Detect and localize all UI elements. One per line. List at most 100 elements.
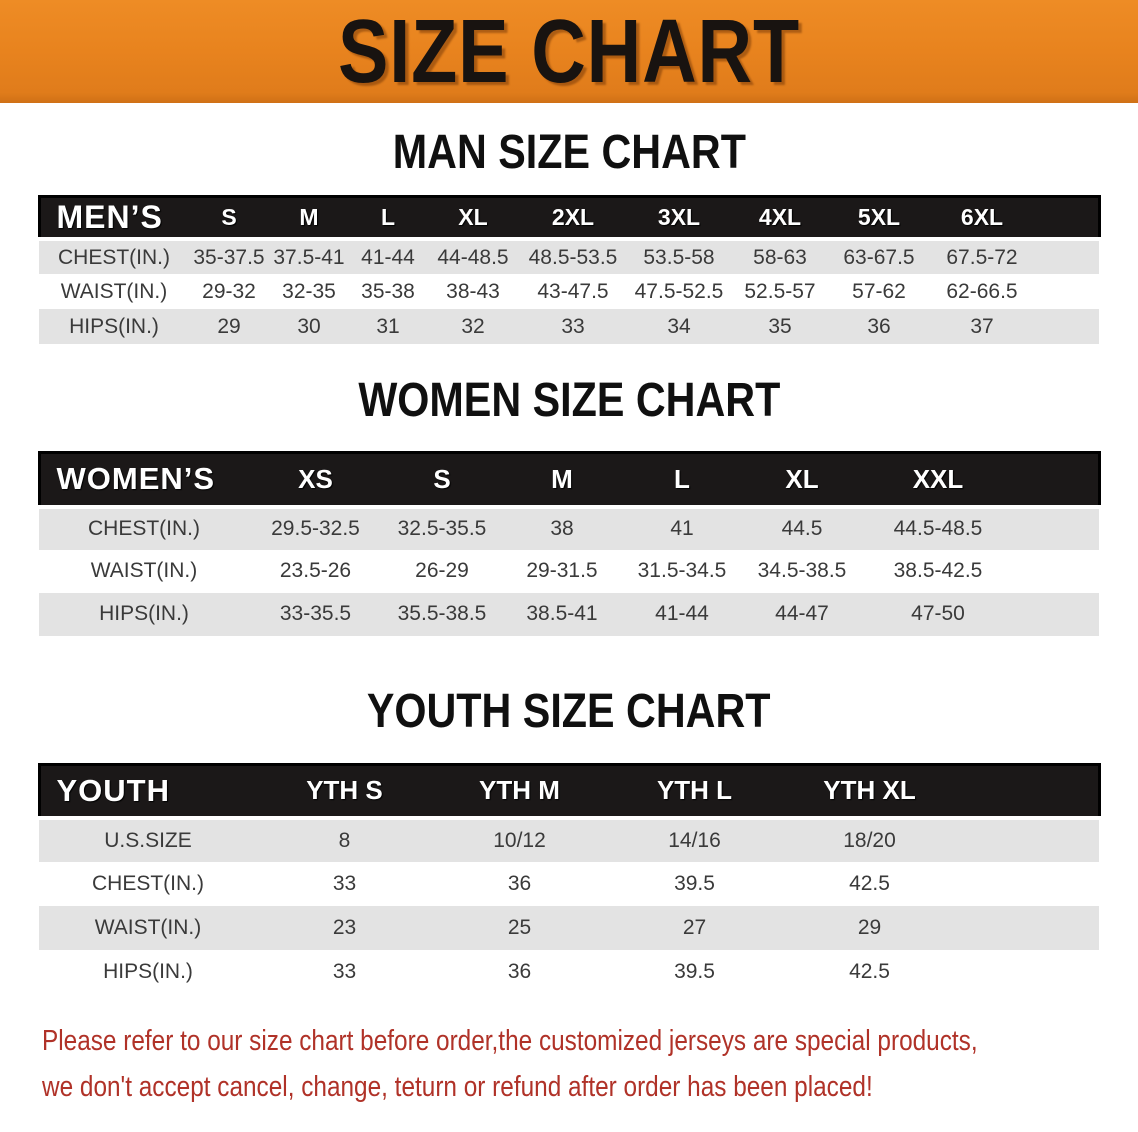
women-size-value: 33-35.5	[249, 592, 382, 636]
men-heading: MAN SIZE CHART	[0, 103, 1138, 177]
men-size-value: 29-32	[189, 274, 269, 309]
youth-size-table: YOUTH YTH S YTH M YTH L YTH XL U.S.SIZE …	[37, 762, 1101, 994]
spacer-cell	[1014, 451, 1101, 508]
men-table-title: MEN’S	[37, 195, 189, 241]
youth-chest-row: CHEST(IN.) 33 36 39.5 42.5	[39, 862, 1099, 906]
disclaimer: Please refer to our size chart before or…	[42, 1018, 1138, 1110]
women-header-row: WOMEN’S XS S M L XL XXL	[37, 451, 1101, 508]
women-size-value: 31.5-34.5	[622, 549, 742, 593]
women-heading: WOMEN SIZE CHART	[0, 344, 1138, 425]
youth-column-header: YTH L	[607, 762, 782, 820]
men-column-header: 4XL	[731, 195, 829, 241]
youth-row-label: WAIST(IN.)	[39, 906, 257, 950]
youth-row-label: U.S.SIZE	[39, 816, 257, 862]
men-section: MAN SIZE CHART MEN’S S M L XL 2XL 3XL 4X…	[0, 103, 1138, 344]
youth-heading: YOUTH SIZE CHART	[0, 636, 1138, 736]
men-size-value: 34	[627, 309, 731, 344]
men-column-header: L	[349, 195, 427, 241]
youth-hips-row: HIPS(IN.) 33 36 39.5 42.5	[39, 950, 1099, 994]
men-size-value: 63-67.5	[829, 237, 929, 274]
men-size-value: 67.5-72	[929, 237, 1035, 274]
men-size-value: 35-37.5	[189, 237, 269, 274]
women-size-value: 44.5-48.5	[862, 504, 1014, 550]
women-waist-row: WAIST(IN.) 23.5-26 26-29 29-31.5 31.5-34…	[39, 549, 1099, 593]
youth-size-value: 39.5	[607, 862, 782, 906]
men-waist-row: WAIST(IN.) 29-32 32-35 35-38 38-43 43-47…	[39, 274, 1099, 309]
youth-column-header: YTH XL	[782, 762, 957, 820]
youth-row-label: HIPS(IN.)	[39, 950, 257, 994]
banner: SIZE CHART	[0, 0, 1138, 103]
spacer-cell	[957, 816, 1099, 862]
youth-ussize-row: U.S.SIZE 8 10/12 14/16 18/20	[39, 816, 1099, 862]
spacer-cell	[1014, 592, 1099, 636]
men-size-value: 58-63	[731, 237, 829, 274]
men-size-value: 37.5-41	[269, 237, 349, 274]
spacer-cell	[957, 862, 1099, 906]
youth-size-value: 10/12	[432, 816, 607, 862]
men-size-value: 52.5-57	[731, 274, 829, 309]
spacer-cell	[1014, 549, 1099, 593]
youth-column-header: YTH S	[257, 762, 432, 820]
women-size-value: 34.5-38.5	[742, 549, 862, 593]
women-size-value: 44-47	[742, 592, 862, 636]
youth-section: YOUTH SIZE CHART YOUTH YTH S YTH M YTH L…	[0, 636, 1138, 994]
women-heading-text: WOMEN SIZE CHART	[358, 374, 780, 427]
women-size-value: 44.5	[742, 504, 862, 550]
spacer-cell	[1035, 309, 1099, 344]
women-size-value: 29-31.5	[502, 549, 622, 593]
youth-size-value: 33	[257, 950, 432, 994]
spacer-cell	[957, 762, 1101, 820]
youth-size-value: 39.5	[607, 950, 782, 994]
women-column-header: L	[622, 451, 742, 508]
spacer-cell	[1014, 504, 1099, 550]
youth-size-value: 25	[432, 906, 607, 950]
men-column-header: 2XL	[519, 195, 627, 241]
youth-size-value: 23	[257, 906, 432, 950]
women-size-value: 41	[622, 504, 742, 550]
women-section: WOMEN SIZE CHART WOMEN’S XS S M L XL XXL	[0, 344, 1138, 636]
men-chest-row: CHEST(IN.) 35-37.5 37.5-41 41-44 44-48.5…	[39, 237, 1099, 274]
men-size-value: 30	[269, 309, 349, 344]
women-table-title: WOMEN’S	[37, 451, 249, 508]
women-row-label: CHEST(IN.)	[39, 504, 249, 550]
men-row-label: CHEST(IN.)	[39, 237, 189, 274]
disclaimer-line-1: Please refer to our size chart before or…	[42, 1025, 978, 1057]
youth-row-label: CHEST(IN.)	[39, 862, 257, 906]
disclaimer-line-2: we don't accept cancel, change, teturn o…	[42, 1071, 873, 1103]
youth-size-value: 14/16	[607, 816, 782, 862]
men-size-value: 43-47.5	[519, 274, 627, 309]
spacer-cell	[1035, 274, 1099, 309]
youth-size-value: 18/20	[782, 816, 957, 862]
men-size-value: 29	[189, 309, 269, 344]
youth-heading-text: YOUTH SIZE CHART	[367, 684, 771, 738]
men-size-value: 44-48.5	[427, 237, 519, 274]
banner-title: SIZE CHART	[338, 1, 800, 102]
men-column-header: 5XL	[829, 195, 929, 241]
men-size-value: 38-43	[427, 274, 519, 309]
men-size-value: 37	[929, 309, 1035, 344]
men-size-value: 33	[519, 309, 627, 344]
women-column-header: XXL	[862, 451, 1014, 508]
men-size-value: 31	[349, 309, 427, 344]
men-size-value: 41-44	[349, 237, 427, 274]
women-size-value: 32.5-35.5	[382, 504, 502, 550]
youth-header-row: YOUTH YTH S YTH M YTH L YTH XL	[37, 762, 1101, 820]
women-row-label: HIPS(IN.)	[39, 592, 249, 636]
women-chest-row: CHEST(IN.) 29.5-32.5 32.5-35.5 38 41 44.…	[39, 504, 1099, 550]
men-size-value: 32	[427, 309, 519, 344]
spacer-cell	[957, 906, 1099, 950]
men-size-value: 36	[829, 309, 929, 344]
men-column-header: M	[269, 195, 349, 241]
women-column-header: XS	[249, 451, 382, 508]
women-size-value: 41-44	[622, 592, 742, 636]
youth-size-value: 27	[607, 906, 782, 950]
youth-size-value: 36	[432, 862, 607, 906]
spacer-cell	[1035, 195, 1101, 241]
women-size-table: WOMEN’S XS S M L XL XXL CHEST(IN.) 29.5-…	[37, 451, 1101, 636]
men-size-value: 47.5-52.5	[627, 274, 731, 309]
youth-size-value: 8	[257, 816, 432, 862]
men-column-header: XL	[427, 195, 519, 241]
spacer-cell	[957, 950, 1099, 994]
youth-table-title: YOUTH	[37, 762, 257, 820]
women-row-label: WAIST(IN.)	[39, 549, 249, 593]
